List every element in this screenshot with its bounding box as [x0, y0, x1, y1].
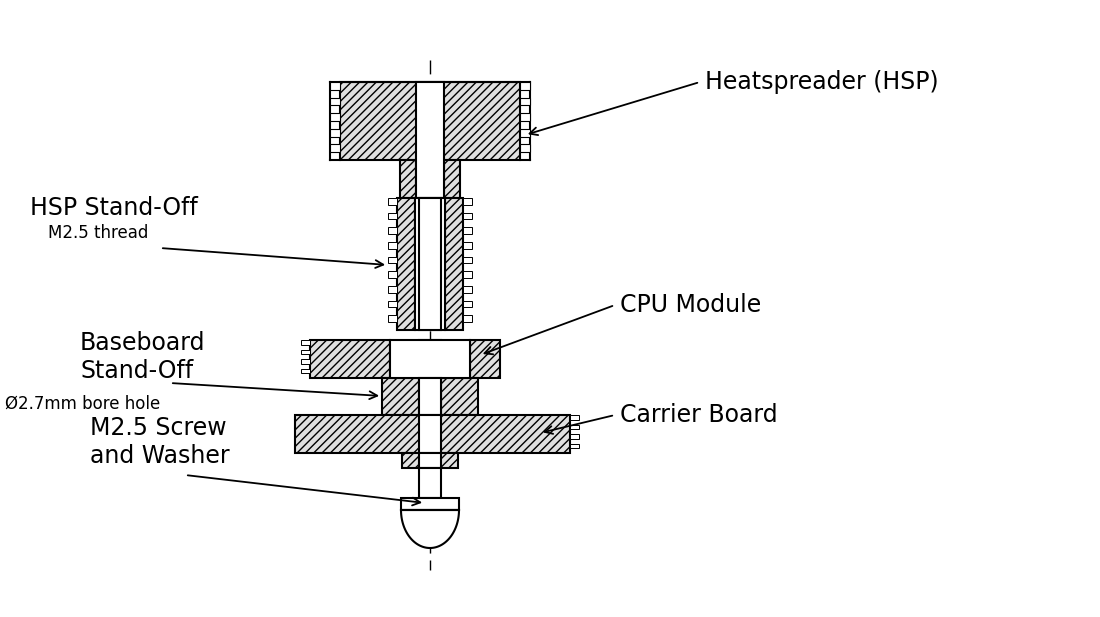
Bar [520, 129, 530, 136]
Bar [520, 97, 530, 106]
Bar [419, 453, 441, 468]
Bar [301, 368, 310, 373]
Text: Ø2.7mm bore hole: Ø2.7mm bore hole [6, 395, 161, 413]
Bar [301, 349, 310, 354]
Bar [390, 340, 470, 378]
Bar [402, 453, 458, 468]
Bar [444, 160, 460, 198]
Bar [520, 82, 530, 90]
Bar [570, 415, 579, 420]
Bar [301, 340, 310, 345]
Bar [400, 160, 416, 198]
Bar [330, 129, 340, 136]
Bar [295, 415, 570, 453]
Bar [441, 378, 478, 415]
Bar [463, 271, 472, 278]
Bar [388, 198, 397, 205]
Bar [470, 340, 500, 378]
Bar [570, 444, 579, 448]
Bar [330, 113, 340, 121]
Bar [570, 424, 579, 429]
Bar [463, 213, 472, 219]
Polygon shape [402, 510, 459, 548]
Bar [463, 198, 472, 205]
Bar [330, 97, 340, 106]
Bar [416, 82, 444, 198]
Bar [463, 315, 472, 322]
Bar [310, 340, 390, 378]
Bar [301, 359, 310, 364]
Bar [419, 198, 441, 330]
Bar [520, 144, 530, 152]
Bar [388, 271, 397, 278]
Bar [388, 286, 397, 292]
Bar [415, 198, 446, 330]
Bar [388, 300, 397, 307]
Bar [446, 198, 463, 330]
Text: HSP Stand-Off: HSP Stand-Off [30, 196, 198, 220]
Bar [340, 82, 520, 160]
Bar [463, 257, 472, 263]
Bar [388, 315, 397, 322]
Text: and Washer: and Washer [90, 444, 230, 468]
Bar [397, 198, 415, 330]
Bar [463, 227, 472, 234]
Bar [388, 257, 397, 263]
Bar [330, 144, 340, 152]
Bar [463, 286, 472, 292]
Bar [419, 378, 441, 415]
Bar [419, 340, 441, 378]
Text: M2.5 thread: M2.5 thread [48, 224, 148, 242]
Text: CPU Module: CPU Module [620, 293, 761, 317]
Text: Heatspreader (HSP): Heatspreader (HSP) [705, 70, 938, 94]
Bar [402, 498, 459, 510]
Bar [463, 300, 472, 307]
Bar [419, 468, 441, 498]
Bar [388, 227, 397, 234]
Text: M2.5 Screw: M2.5 Screw [90, 416, 227, 440]
Bar [382, 378, 419, 415]
Text: Stand-Off: Stand-Off [80, 359, 194, 383]
Bar [520, 113, 530, 121]
Bar [330, 82, 340, 90]
Text: Carrier Board: Carrier Board [620, 403, 778, 427]
Bar [388, 213, 397, 219]
Bar [463, 242, 472, 249]
Text: Baseboard: Baseboard [80, 331, 206, 355]
Bar [419, 415, 441, 453]
Bar [388, 242, 397, 249]
Bar [570, 434, 579, 439]
